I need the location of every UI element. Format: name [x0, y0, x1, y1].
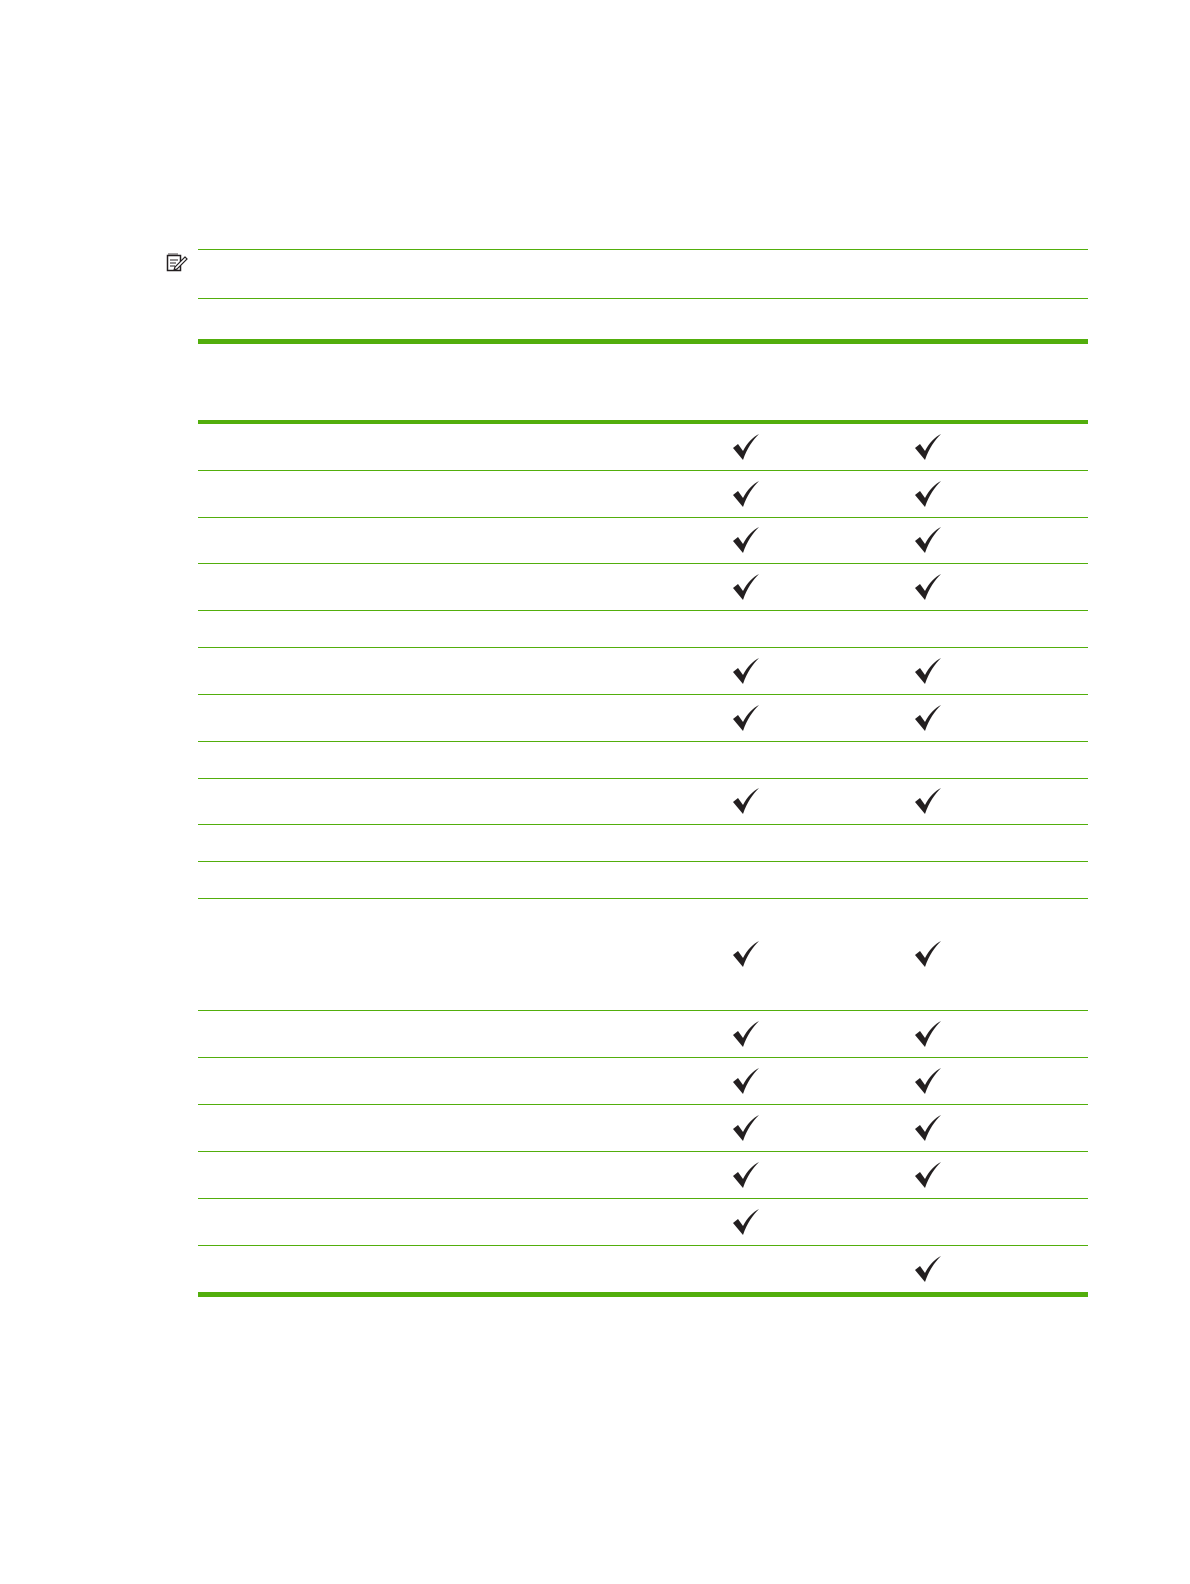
checkmark-icon [731, 1208, 761, 1236]
table-row [198, 470, 1088, 517]
table-row [198, 1151, 1088, 1198]
table-row [198, 517, 1088, 563]
checkmark-icon [913, 480, 943, 508]
checkmark-icon [913, 657, 943, 685]
checkmark-icon [731, 573, 761, 601]
table-row [198, 610, 1088, 647]
checkmark-icon [913, 1255, 943, 1283]
row-divider [198, 610, 1088, 611]
checkmark-icon [731, 1114, 761, 1142]
row-divider [198, 1198, 1088, 1199]
row-divider [198, 1057, 1088, 1058]
note-pencil-icon [166, 253, 188, 272]
checkmark-icon [731, 787, 761, 815]
row-divider [198, 741, 1088, 742]
row-divider [198, 898, 1088, 899]
checkmark-icon [913, 1161, 943, 1189]
row-divider [198, 1245, 1088, 1246]
row-divider [198, 1104, 1088, 1105]
table-row [198, 1057, 1088, 1104]
row-divider [198, 694, 1088, 695]
table-bottom-rule [198, 1292, 1088, 1297]
checkmark-icon [731, 526, 761, 554]
table-row [198, 1104, 1088, 1151]
checkmark-icon [913, 1020, 943, 1048]
row-divider [198, 517, 1088, 518]
checkmark-icon [731, 433, 761, 461]
row-divider [198, 563, 1088, 564]
row-divider [198, 647, 1088, 648]
checkmark-icon [731, 480, 761, 508]
checkmark-icon [731, 1067, 761, 1095]
table-row [198, 861, 1088, 898]
checkmark-icon [731, 1020, 761, 1048]
table-row [198, 898, 1088, 1010]
checkmark-icon [731, 1161, 761, 1189]
table-row [198, 778, 1088, 824]
checkmark-icon [913, 433, 943, 461]
checkmark-icon [913, 573, 943, 601]
table-top-rule [198, 339, 1088, 344]
checkmark-icon [731, 657, 761, 685]
checkmark-icon [913, 940, 943, 968]
checkmark-icon [913, 1067, 943, 1095]
checkmark-icon [913, 1114, 943, 1142]
row-divider [198, 470, 1088, 471]
checkmark-icon [913, 704, 943, 732]
table-row [198, 423, 1088, 470]
table-row [198, 1198, 1088, 1245]
table-row [198, 1245, 1088, 1293]
table-row [198, 694, 1088, 741]
checkmark-icon [913, 787, 943, 815]
checkmark-icon [731, 704, 761, 732]
checkmark-icon [913, 526, 943, 554]
table-row [198, 563, 1088, 610]
table-row [198, 647, 1088, 694]
row-divider [198, 824, 1088, 825]
checkmark-icon [731, 940, 761, 968]
note-bottom-rule [198, 298, 1088, 299]
row-divider [198, 1010, 1088, 1011]
note-top-rule [198, 249, 1088, 250]
row-divider [198, 1151, 1088, 1152]
row-divider [198, 861, 1088, 862]
table-header-rule [198, 420, 1088, 424]
table-row [198, 1010, 1088, 1057]
row-divider [198, 778, 1088, 779]
table-row [198, 824, 1088, 861]
table-row [198, 741, 1088, 778]
